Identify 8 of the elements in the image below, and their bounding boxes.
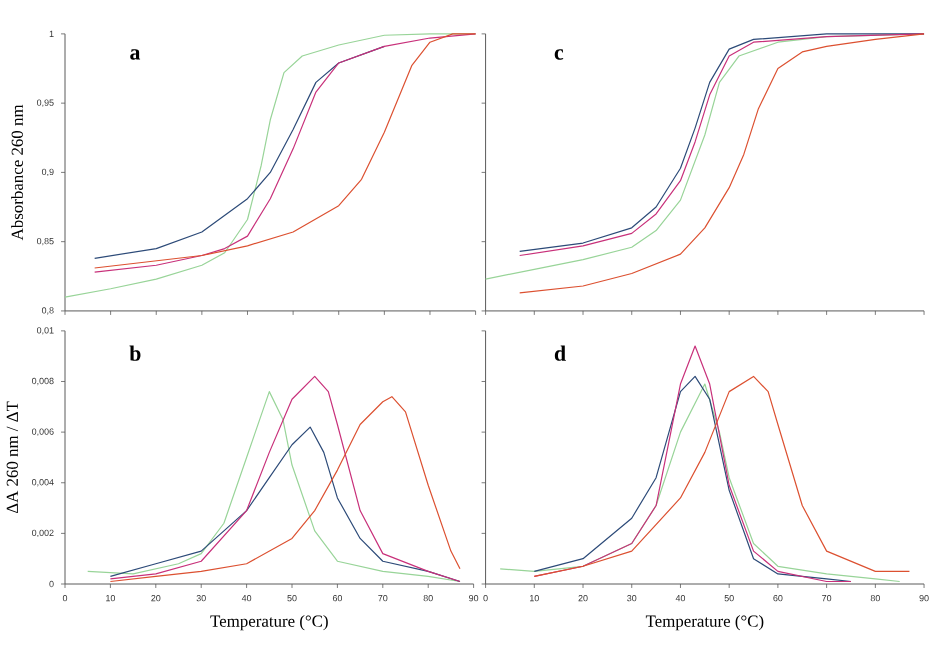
y-axis-title: Absorbance 260 nm bbox=[11, 104, 23, 241]
x-axis-title: Temperature (°C) bbox=[210, 615, 328, 631]
y-axis-title: ΔA 260 nm / ΔT bbox=[6, 401, 19, 514]
chart-title: c bbox=[554, 49, 564, 60]
chart-title: a bbox=[130, 49, 141, 60]
text: b bbox=[129, 345, 141, 361]
x-axis-title: Temperature (°C) bbox=[645, 615, 764, 631]
text: d bbox=[554, 345, 566, 361]
